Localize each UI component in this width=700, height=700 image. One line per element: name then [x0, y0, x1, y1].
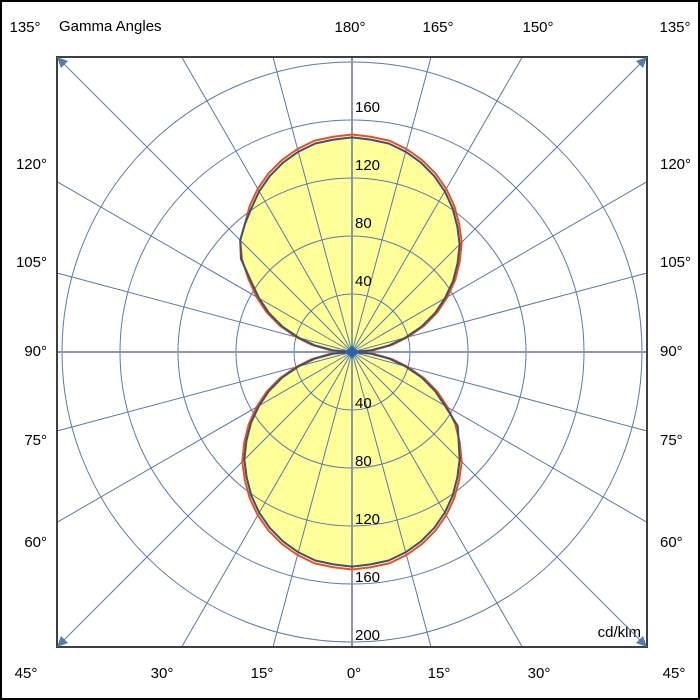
radial-tick-label: 120	[355, 157, 380, 174]
chart-title: Gamma Angles	[59, 18, 162, 35]
polar-spoke	[181, 351, 353, 648]
polar-spoke	[351, 56, 648, 353]
gamma-angle-label: 75°	[660, 432, 683, 449]
polar-spoke	[272, 56, 353, 353]
gamma-angle-label: 105°	[16, 254, 47, 271]
curve-fill	[240, 137, 460, 567]
gamma-angle-label: 150°	[522, 19, 553, 36]
polar-spoke	[351, 56, 523, 353]
corner-arrow-icon	[636, 57, 647, 68]
gamma-angle-label: 135°	[659, 19, 690, 36]
gamma-angle-label: 15°	[251, 665, 274, 682]
gamma-angle-label: 120°	[16, 156, 47, 173]
gamma-angle-label: 60°	[24, 534, 47, 551]
gamma-angle-label: 60°	[660, 534, 683, 551]
gamma-angle-label: 0°	[347, 665, 361, 682]
gamma-angle-label: 30°	[528, 665, 551, 682]
corner-arrow-icon	[636, 636, 647, 647]
gamma-angle-label: 45°	[663, 665, 686, 682]
center-marker	[345, 346, 359, 358]
gamma-angle-label: 180°	[334, 19, 365, 36]
gamma-angle-label: 75°	[24, 432, 47, 449]
photometric-curve-c0	[239, 133, 463, 571]
polar-spoke	[351, 56, 432, 353]
polar-spoke	[351, 181, 648, 353]
gamma-angle-label: 120°	[660, 156, 691, 173]
radial-tick-label: 40	[355, 273, 372, 290]
gamma-angle-label: 165°	[422, 19, 453, 36]
polar-spoke	[272, 351, 353, 648]
polar-spoke	[181, 56, 353, 353]
polar-spoke	[56, 56, 353, 353]
photometric-curve-c90	[239, 136, 461, 568]
polar-spoke	[56, 351, 353, 523]
gamma-angle-label: 15°	[428, 665, 451, 682]
gamma-angle-label: 30°	[151, 665, 174, 682]
radial-tick-label: 200	[355, 627, 380, 644]
unit-label: cd/klm	[597, 624, 641, 641]
corner-arrow-icon	[57, 57, 68, 68]
radial-tick-label: 160	[355, 569, 380, 586]
radial-tick-label: 40	[355, 395, 372, 412]
gamma-angle-label: 90°	[24, 343, 47, 360]
radial-tick-label: 120	[355, 511, 380, 528]
gamma-angle-label: 135°	[9, 19, 40, 36]
polar-spoke	[351, 351, 432, 648]
gamma-angle-label: 90°	[660, 343, 683, 360]
polar-spoke	[56, 351, 353, 648]
polar-spoke	[56, 181, 353, 353]
radial-tick-label: 80	[355, 453, 372, 470]
gamma-angle-label: 105°	[660, 254, 691, 271]
corner-arrow-icon	[57, 636, 68, 647]
polar-spoke	[351, 351, 648, 523]
polar-spoke	[351, 351, 523, 648]
plot-square-border	[56, 56, 648, 648]
gamma-angle-label: 45°	[15, 665, 38, 682]
radial-tick-label: 80	[355, 215, 372, 232]
radial-tick-label: 160	[355, 99, 380, 116]
polar-spoke	[351, 351, 648, 648]
